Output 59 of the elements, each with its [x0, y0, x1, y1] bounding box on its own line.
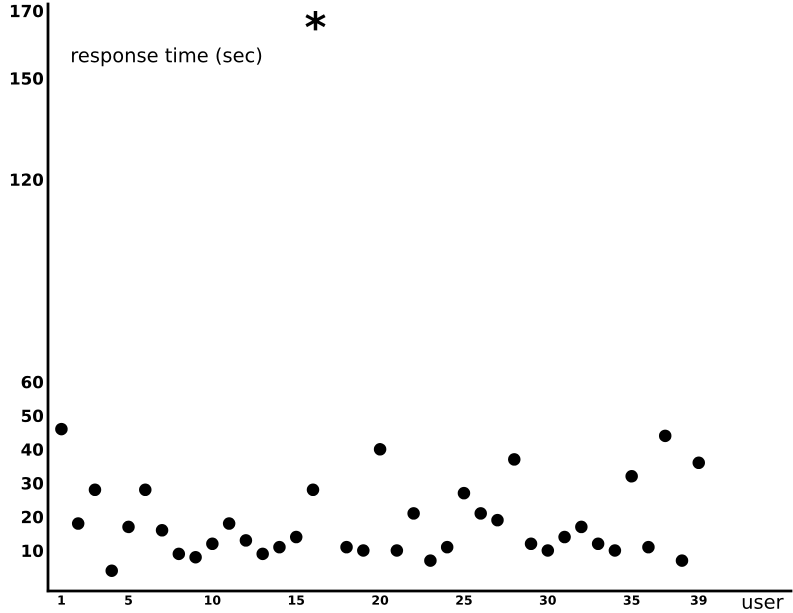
point — [424, 554, 437, 567]
point — [676, 554, 688, 567]
point — [273, 540, 286, 554]
point — [692, 456, 706, 470]
point — [608, 544, 622, 557]
point — [558, 530, 571, 544]
y-tick-label: 20 — [22, 510, 44, 524]
x-tick-label: 20 — [372, 595, 388, 605]
point — [240, 534, 252, 547]
point — [474, 507, 487, 520]
x-tick-label: 25 — [456, 595, 472, 605]
point — [306, 484, 320, 496]
point — [189, 551, 202, 564]
y-tick-label: 30 — [22, 477, 44, 490]
point — [491, 514, 504, 526]
x-tick-label: 39 — [690, 595, 707, 605]
point — [374, 443, 386, 456]
point — [139, 484, 152, 496]
point — [105, 564, 118, 578]
point — [575, 520, 588, 534]
y-tick-label: 170 — [10, 4, 44, 18]
point — [407, 507, 420, 520]
point — [592, 538, 604, 550]
point — [508, 453, 521, 466]
point — [357, 544, 370, 557]
point — [340, 540, 353, 554]
x-tick-label: 5 — [125, 596, 132, 605]
point — [172, 548, 186, 560]
point — [625, 470, 638, 483]
point — [290, 530, 302, 544]
point — [122, 520, 135, 534]
y-tick-label: 40 — [21, 443, 44, 456]
y-tick-label: 10 — [22, 544, 44, 558]
y-tick-label: 50 — [22, 410, 44, 422]
x-tick-label: 35 — [624, 595, 640, 605]
y-tick-label: 120 — [10, 173, 44, 186]
y-tick-label: 60 — [22, 376, 44, 388]
point — [55, 422, 68, 436]
point — [440, 540, 454, 554]
point — [524, 538, 538, 550]
x-axis-title: user — [742, 598, 784, 609]
point — [222, 517, 236, 530]
x-tick-label: 15 — [288, 596, 304, 605]
x-tick-label: 30 — [540, 595, 556, 605]
point — [88, 484, 102, 496]
point — [206, 538, 219, 550]
point — [156, 524, 168, 537]
y-tick-label: 150 — [10, 72, 44, 85]
annotation: * — [305, 10, 326, 30]
point — [642, 540, 655, 554]
x-tick-label: 10 — [205, 595, 220, 605]
point — [256, 548, 269, 560]
point — [542, 544, 554, 557]
point — [390, 544, 404, 557]
x-tick-label: 1 — [58, 596, 65, 605]
point — [658, 430, 672, 442]
point — [458, 486, 470, 500]
y-axis-title: response time (sec) — [72, 47, 262, 66]
point — [72, 517, 84, 530]
